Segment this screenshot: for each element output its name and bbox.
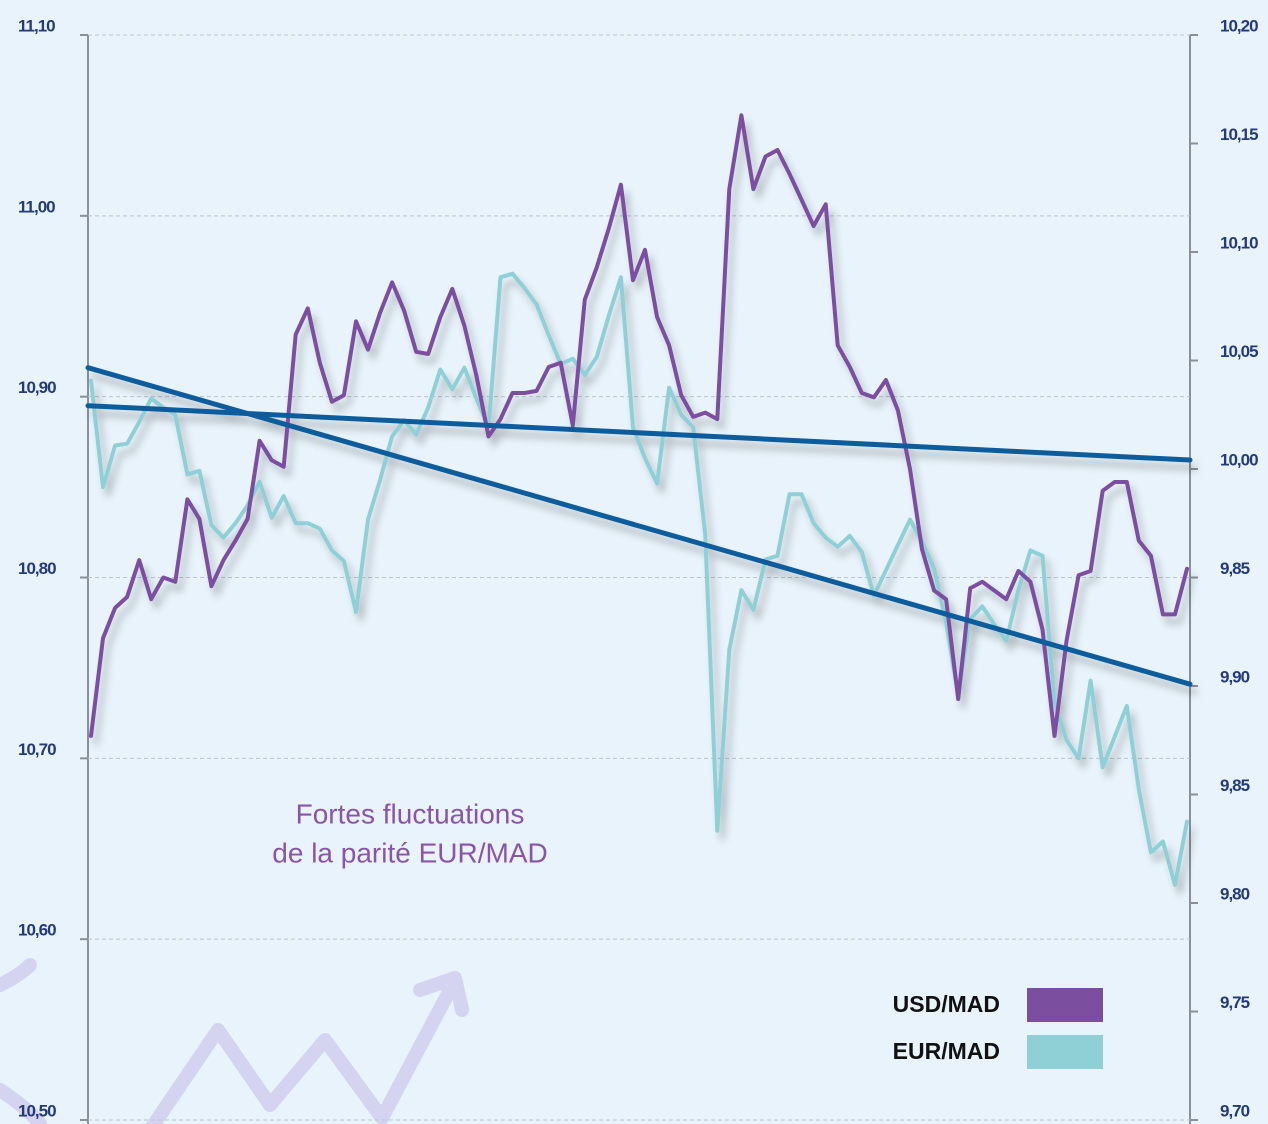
legend-swatch bbox=[1027, 988, 1103, 1022]
y-tick-label: 11,00 bbox=[18, 197, 55, 216]
background bbox=[0, 0, 1268, 1124]
y-tick-label: 10,70 bbox=[18, 740, 56, 759]
y2-tick-label: 9,70 bbox=[1220, 1101, 1250, 1120]
y-tick-label: 10,80 bbox=[18, 559, 56, 578]
y2-tick-label: 10,00 bbox=[1220, 450, 1258, 469]
y2-tick-label: 10,15 bbox=[1220, 125, 1258, 144]
legend-swatch bbox=[1027, 1035, 1103, 1069]
y2-tick-label: 9,90 bbox=[1220, 667, 1250, 686]
y2-tick-label: 10,05 bbox=[1220, 342, 1258, 361]
y-tick-label: 10,90 bbox=[18, 378, 56, 397]
y-tick-label: 10,50 bbox=[18, 1101, 56, 1120]
y-tick-label: 11,10 bbox=[18, 16, 55, 35]
annotation: de la parité EUR/MAD bbox=[272, 837, 547, 868]
annotation: Fortes fluctuations bbox=[296, 798, 525, 829]
page: {"chart_data": { "type": "line", "annota… bbox=[0, 0, 1268, 1124]
y2-tick-label: 9,75 bbox=[1220, 993, 1250, 1012]
y-tick-label: 10,60 bbox=[18, 921, 56, 940]
y2-tick-label: 10,20 bbox=[1220, 16, 1258, 35]
y2-tick-label: 10,10 bbox=[1220, 233, 1258, 252]
chart: Fortes fluctuations de la parité EUR/MAD… bbox=[0, 0, 1268, 1124]
legend-label: EUR/MAD bbox=[893, 1038, 1000, 1064]
y2-tick-label: 9,85 bbox=[1220, 776, 1250, 795]
y2-tick-label: 9,80 bbox=[1220, 884, 1250, 903]
legend-label: USD/MAD bbox=[893, 991, 1000, 1017]
y2-tick-label: 9,85 bbox=[1220, 559, 1250, 578]
